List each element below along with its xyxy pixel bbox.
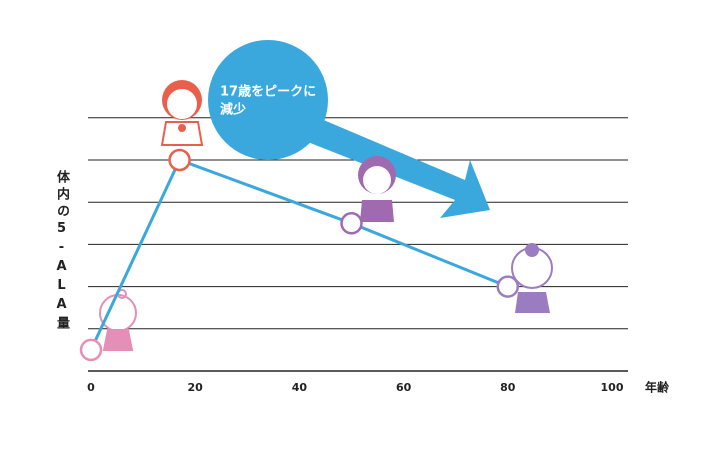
y-axis-label: 体内の5-ALA量 — [54, 170, 69, 333]
girl-figure — [160, 80, 204, 146]
x-tick-label: 0 — [87, 381, 95, 394]
data-point — [340, 212, 363, 235]
x-tick-label: 80 — [500, 381, 516, 394]
annotation: 減少 — [220, 102, 246, 118]
x-tick-label: 20 — [188, 381, 204, 394]
elderly-figure — [511, 243, 553, 313]
data-point — [496, 275, 520, 298]
x-axis-label: 年齢 — [645, 380, 670, 395]
x-tick-label: 100 — [601, 381, 624, 394]
data-point — [168, 148, 191, 172]
x-tick-label: 60 — [396, 381, 412, 394]
annotation: 17歳をピークに — [220, 84, 316, 100]
woman-figure — [358, 156, 396, 222]
data-point — [79, 338, 103, 362]
x-tick-label: 40 — [292, 381, 308, 394]
data-line — [89, 158, 509, 351]
annotation-bubble — [208, 40, 328, 160]
